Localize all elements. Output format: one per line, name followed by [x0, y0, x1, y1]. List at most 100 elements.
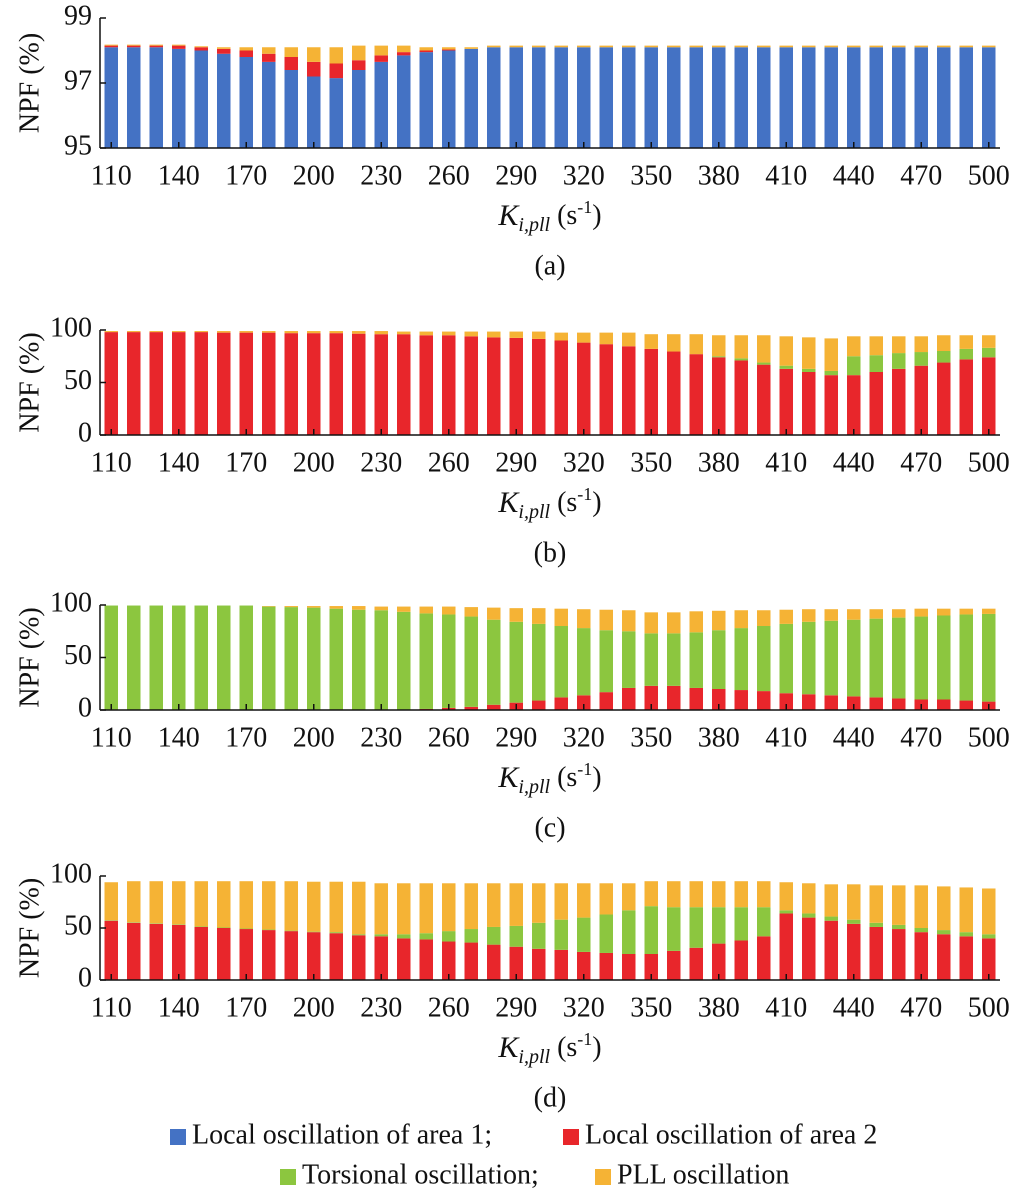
bar-segment — [487, 944, 501, 980]
x-tick-label: 200 — [293, 160, 335, 191]
bar-segment — [667, 881, 681, 908]
x-tick-label: 500 — [968, 447, 1010, 478]
bar-segment — [937, 45, 951, 48]
x-tick-label: 320 — [563, 992, 605, 1023]
x-axis-label: Ki,pll (s-1) — [497, 197, 601, 235]
bar-segment — [824, 47, 838, 148]
bar-segment — [959, 936, 973, 980]
legend-label: PLL oscillation — [617, 1159, 789, 1190]
bar-segment — [307, 61, 321, 77]
bar-segment — [374, 334, 388, 435]
x-tick-label: 230 — [360, 160, 402, 191]
bar-segment — [577, 47, 591, 148]
bar-segment — [667, 47, 681, 148]
bar-segment — [442, 47, 456, 50]
bar-segment — [779, 368, 793, 435]
bar-segment — [307, 333, 321, 435]
x-tick-label: 140 — [158, 722, 200, 753]
bar-segment — [802, 609, 816, 622]
bar-segment — [172, 44, 186, 46]
bar-segment — [329, 47, 343, 64]
bar-segment — [329, 933, 343, 980]
x-axis-label-part: ) — [592, 1032, 601, 1063]
x-tick-label: 350 — [630, 447, 672, 478]
bar-segment — [869, 697, 883, 710]
bar-segment — [802, 368, 816, 372]
bar-segment — [239, 605, 253, 710]
x-tick-label: 140 — [158, 160, 200, 191]
x-tick-label: 470 — [900, 447, 942, 478]
x-axis-label-part: ) — [592, 200, 601, 231]
bar-segment — [892, 617, 906, 699]
bar-segment — [127, 332, 141, 435]
bar-segment — [622, 610, 636, 632]
y-tick-label: 0 — [78, 962, 92, 993]
bar-segment — [734, 358, 748, 361]
bar-segment — [802, 372, 816, 435]
bar-segment — [172, 924, 186, 925]
bar-segment — [284, 70, 298, 148]
bar-segment — [779, 623, 793, 694]
x-axis-label-part: -1 — [577, 484, 592, 504]
bar-segment — [554, 608, 568, 626]
bar-segment — [982, 613, 996, 702]
bar-segment — [599, 692, 613, 710]
bar-segment — [734, 610, 748, 629]
bar-segment — [869, 926, 883, 980]
bar-segment — [644, 685, 658, 710]
bar-segment — [172, 48, 186, 148]
bar-segment — [779, 910, 793, 914]
caption: (c) — [534, 812, 565, 843]
bar-segment — [959, 45, 973, 48]
bar-segment — [689, 47, 703, 148]
x-tick-label: 500 — [968, 160, 1010, 191]
bar-segment — [599, 609, 613, 631]
bar-segment — [689, 334, 703, 355]
y-tick-label: 0 — [78, 692, 92, 723]
x-axis-label-part: (s — [550, 487, 577, 518]
bar-segment — [914, 47, 928, 148]
bar-segment — [914, 928, 928, 933]
bar-segment — [239, 47, 253, 51]
bar-segment — [824, 884, 838, 917]
bar-segment — [779, 45, 793, 48]
bar-segment — [194, 46, 208, 48]
bar-segment — [419, 47, 433, 51]
bar-segment — [577, 917, 591, 952]
bar-segment — [374, 331, 388, 335]
x-tick-label: 410 — [765, 447, 807, 478]
bar-segment — [217, 881, 231, 928]
x-tick-label: 140 — [158, 992, 200, 1023]
bar-segment — [757, 45, 771, 48]
x-tick-label: 350 — [630, 160, 672, 191]
bar-segment — [802, 45, 816, 48]
bar-segment — [554, 626, 568, 698]
bar-segment — [982, 347, 996, 358]
bar-segment — [959, 932, 973, 937]
bar-segment — [442, 941, 456, 980]
bar-segment — [824, 375, 838, 435]
y-tick-label: 0 — [78, 417, 92, 448]
bar-segment — [689, 881, 703, 908]
bar-segment — [712, 47, 726, 148]
bar-segment — [194, 332, 208, 435]
bar-segment — [577, 45, 591, 48]
bar-segment — [982, 47, 996, 148]
bar-segment — [937, 47, 951, 148]
x-tick-label: 200 — [293, 722, 335, 753]
bar-segment — [937, 615, 951, 700]
caption: (d) — [534, 1082, 567, 1113]
bar-segment — [982, 45, 996, 48]
x-tick-label: 380 — [698, 722, 740, 753]
bar-segment — [284, 606, 298, 608]
bar-segment — [172, 881, 186, 925]
bar-segment — [757, 47, 771, 148]
bar-segment — [892, 609, 906, 618]
bar-segment — [779, 913, 793, 980]
bar-segment — [554, 919, 568, 950]
caption: (a) — [534, 250, 565, 281]
bar-segment — [329, 932, 343, 934]
bar-segment — [554, 697, 568, 710]
bar-segment — [352, 935, 366, 980]
y-axis-label: NPF (%) — [14, 878, 45, 978]
